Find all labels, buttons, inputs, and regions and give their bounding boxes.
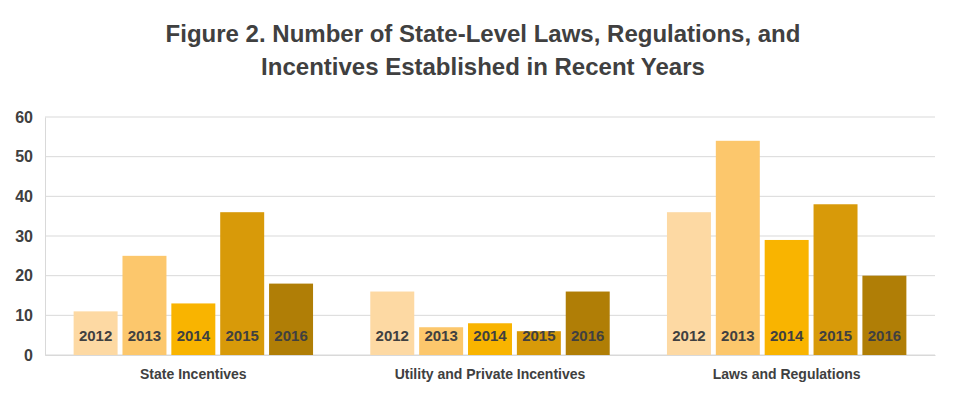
series-label: 2015 xyxy=(522,327,555,344)
y-tick: 40 xyxy=(15,188,45,205)
y-tick: 30 xyxy=(15,228,45,245)
grid-line xyxy=(45,117,935,118)
y-tick-label: 30 xyxy=(15,228,33,245)
x-tick-label: Utility and Private Incentives xyxy=(395,366,586,382)
series-label: 2016 xyxy=(571,327,604,344)
bar xyxy=(220,212,264,355)
y-tick: 20 xyxy=(15,267,45,284)
bar xyxy=(370,292,414,355)
y-tick: 50 xyxy=(15,148,45,165)
plot: 0 10 20 30 40 50 60 State Incentives Utility and… xyxy=(15,109,935,382)
series-label: 2013 xyxy=(128,327,161,344)
bars xyxy=(74,141,907,355)
series-label: 2014 xyxy=(177,327,211,344)
y-tick-label: 10 xyxy=(15,307,33,324)
y-tick-label: 20 xyxy=(15,267,33,284)
bar xyxy=(419,327,463,355)
series-label: 2014 xyxy=(770,327,804,344)
grid-line xyxy=(45,236,935,237)
x-axis-line xyxy=(46,355,936,356)
y-tick: 10 xyxy=(15,307,45,324)
grid-line xyxy=(45,156,935,157)
bar xyxy=(814,204,858,355)
title-line: Incentives Established in Recent Years xyxy=(261,53,705,80)
series-label: 2016 xyxy=(868,327,901,344)
x-tick: State Incentives xyxy=(140,355,247,382)
y-tick: 60 xyxy=(15,109,45,126)
y-axis: 0 10 20 30 40 50 60 xyxy=(15,109,45,364)
series-label: 2012 xyxy=(79,327,112,344)
series-label: 2013 xyxy=(424,327,457,344)
x-tick-label: State Incentives xyxy=(140,366,247,382)
chart: Figure 2. Number of State-Level Laws, Re… xyxy=(0,0,953,405)
x-tick: Laws and Regulations xyxy=(713,355,861,382)
bar xyxy=(566,292,610,355)
y-tick-label: 50 xyxy=(15,148,33,165)
x-axis: State Incentives Utility and Private Ince… xyxy=(46,355,936,382)
bar xyxy=(862,276,906,355)
series-label: 2014 xyxy=(473,327,507,344)
series-label: 2012 xyxy=(672,327,705,344)
series-label: 2016 xyxy=(274,327,307,344)
bar xyxy=(74,311,118,355)
bar xyxy=(765,240,809,355)
y-axis-line xyxy=(45,118,46,356)
x-tick: Utility and Private Incentives xyxy=(395,355,586,382)
y-tick: 0 xyxy=(24,347,45,364)
bar xyxy=(122,256,166,355)
series-label: 2015 xyxy=(819,327,852,344)
y-tick-label: 0 xyxy=(24,347,33,364)
y-tick-label: 60 xyxy=(15,109,33,126)
grid-line xyxy=(45,196,935,197)
series-label: 2013 xyxy=(721,327,754,344)
title-line: Figure 2. Number of State-Level Laws, Re… xyxy=(166,20,801,47)
bar xyxy=(269,284,313,355)
grid xyxy=(45,117,935,355)
series-label: 2012 xyxy=(376,327,409,344)
series-labels: 2012 2013 2014 2015 2016 2012 2013 2014 2015 2016… xyxy=(79,327,901,344)
y-tick-label: 40 xyxy=(15,188,33,205)
series-label: 2015 xyxy=(226,327,259,344)
bar xyxy=(171,303,215,355)
bar xyxy=(716,141,760,355)
bar xyxy=(667,212,711,355)
title: Figure 2. Number of State-Level Laws, Re… xyxy=(166,20,801,80)
bar xyxy=(468,323,512,355)
x-tick-label: Laws and Regulations xyxy=(713,366,861,382)
